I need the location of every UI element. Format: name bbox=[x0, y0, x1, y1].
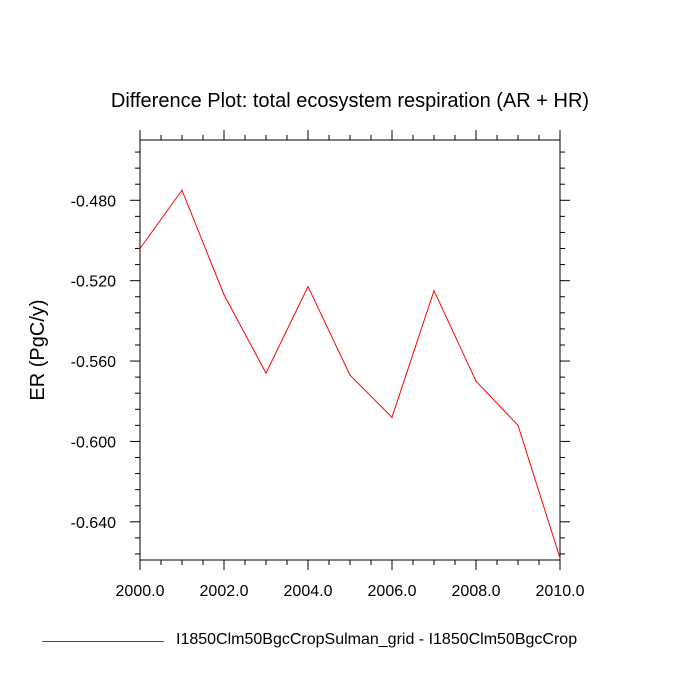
data-point bbox=[181, 189, 183, 191]
data-point bbox=[517, 424, 519, 426]
y-axis-title: ER (PgC/y) bbox=[27, 299, 49, 400]
data-point bbox=[265, 372, 267, 374]
data-point bbox=[433, 290, 435, 292]
x-tick-labels: 2000.0 2002.0 2004.0 2006.0 2008.0 2010.0 bbox=[116, 583, 585, 600]
x-tick-label: 2010.0 bbox=[536, 583, 585, 600]
y-tick-label: -0.640 bbox=[71, 515, 116, 532]
x-tick-label: 2002.0 bbox=[200, 583, 249, 600]
data-point bbox=[139, 247, 141, 250]
x-tick-label: 2000.0 bbox=[116, 583, 165, 600]
x-tick-label: 2008.0 bbox=[452, 583, 501, 600]
legend: I1850Clm50BgcCropSulman_grid - I1850Clm5… bbox=[40, 630, 680, 654]
legend-label: I1850Clm50BgcCropSulman_grid - I1850Clm5… bbox=[176, 631, 578, 648]
data-point bbox=[391, 416, 393, 418]
tick-marks bbox=[130, 130, 570, 570]
data-point bbox=[475, 380, 477, 382]
legend-swatch bbox=[42, 641, 164, 642]
data-point bbox=[349, 374, 351, 376]
y-tick-label: -0.600 bbox=[71, 434, 116, 451]
chart-title: Difference Plot: total ecosystem respira… bbox=[110, 90, 590, 112]
y-tick-label: -0.480 bbox=[71, 193, 116, 210]
x-tick-label: 2006.0 bbox=[368, 583, 417, 600]
y-tick-label: -0.520 bbox=[71, 274, 116, 291]
data-point bbox=[223, 294, 225, 296]
plot-frame bbox=[139, 139, 561, 561]
data-point bbox=[559, 557, 561, 559]
y-tick-label: -0.560 bbox=[71, 354, 116, 371]
series-line bbox=[139, 189, 561, 559]
x-tick-label: 2004.0 bbox=[284, 583, 333, 600]
data-points bbox=[139, 189, 561, 559]
y-tick-labels: -0.480 -0.520 -0.560 -0.600 -0.640 bbox=[71, 193, 116, 532]
data-point bbox=[307, 286, 309, 288]
